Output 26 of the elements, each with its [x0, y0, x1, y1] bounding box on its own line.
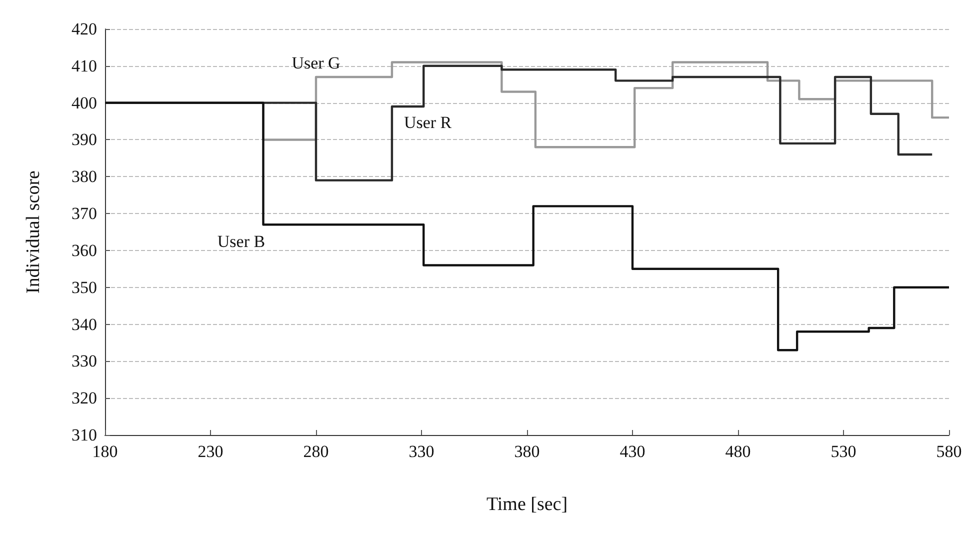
y-tick-label: 420 [72, 20, 97, 38]
x-axis-title: Time [sec] [486, 494, 568, 515]
x-tick-label: 230 [198, 442, 224, 461]
x-tick-label: 430 [620, 442, 646, 461]
x-tick-label: 530 [830, 442, 856, 461]
x-tick-label: 580 [936, 442, 962, 461]
y-tick-label: 390 [72, 130, 97, 150]
x-tick-label: 330 [408, 442, 434, 461]
series-label: User R [404, 113, 452, 132]
x-tick-label: 480 [725, 442, 751, 461]
y-tick-label: 310 [72, 426, 97, 444]
y-tick-label: 330 [72, 352, 97, 371]
series-label: User B [217, 232, 266, 252]
y-tick-label: 340 [72, 314, 97, 334]
series-label: User G [292, 53, 340, 72]
y-tick-label: 410 [72, 56, 97, 76]
x-tick-label: 180 [92, 442, 118, 461]
y-tick-label: 350 [72, 278, 97, 297]
y-tick-label: 360 [72, 240, 97, 260]
x-tick-label: 380 [514, 442, 540, 461]
y-axis-title: Individual score [23, 170, 44, 294]
y-tick-label: 370 [72, 204, 97, 224]
y-tick-label: 380 [72, 167, 97, 186]
y-tick-label: 320 [72, 388, 97, 408]
y-tick-label: 400 [72, 93, 97, 112]
x-tick-label: 280 [303, 442, 329, 461]
